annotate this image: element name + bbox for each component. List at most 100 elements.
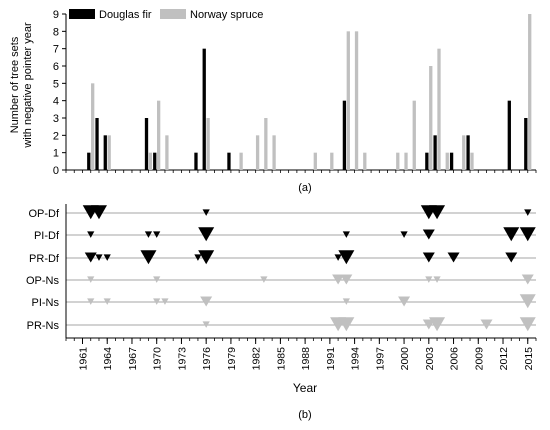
x-tick-label: 2000	[399, 347, 411, 371]
marker-pi-df-2000	[400, 231, 408, 238]
marker-pr-ns-2004	[429, 317, 446, 332]
bar-norway-spruce-1982	[255, 135, 260, 170]
marker-pi-ns-1976	[200, 296, 213, 307]
marker-op-ns-1992	[332, 274, 345, 285]
marker-pr-df-2013	[505, 252, 518, 263]
marker-op-ns-1993	[340, 274, 353, 285]
panel-a-bars	[87, 14, 532, 171]
marker-pr-ns-2010	[480, 319, 493, 330]
x-tick-label: 1961	[77, 347, 89, 371]
panel-b-rows: OP-Df PI-Df PR-Df OP-Ns PI-Ns PR-Ns	[26, 208, 536, 332]
row-label-pr-df: PR-Df	[29, 253, 60, 265]
legend-swatch-douglas-fir	[69, 9, 95, 19]
x-tick-label: 1964	[102, 347, 114, 371]
marker-pr-df-1976	[198, 250, 215, 265]
marker-pi-df-1976	[198, 227, 215, 242]
panel-b-label: (b)	[298, 409, 311, 421]
legend-label-douglas-fir: Douglas fir	[99, 9, 152, 21]
bar-norway-spruce-1999	[396, 152, 400, 170]
bar-norway-spruce-2015	[528, 14, 532, 170]
y-axis-label-line-1: Number of tree sets	[9, 36, 21, 133]
marker-pr-df-1963	[95, 254, 103, 261]
bar-norway-spruce-1984	[272, 135, 276, 170]
x-tick-label: 1994	[350, 347, 362, 371]
marker-pi-ns-1971	[161, 298, 169, 305]
x-tick-label: 1973	[176, 347, 188, 371]
bar-douglas-fir-2003	[425, 152, 429, 170]
marker-pr-ns-2015	[519, 317, 536, 332]
marker-op-ns-1962	[87, 276, 95, 283]
bar-norway-spruce-2005	[445, 152, 449, 170]
bar-douglas-fir-2015	[524, 118, 528, 170]
marker-op-df-1963	[90, 205, 107, 220]
bar-douglas-fir-1964	[103, 135, 107, 170]
bar-norway-spruce-2001	[412, 100, 416, 170]
y-tick-label: 9	[53, 9, 59, 21]
bar-norway-spruce-2004	[437, 48, 441, 170]
bar-norway-spruce-2008	[470, 152, 474, 170]
y-tick-label: 8	[53, 26, 59, 38]
row-label-op-ns: OP-Ns	[26, 275, 60, 287]
bar-norway-spruce-1980	[239, 152, 243, 170]
marker-pi-ns-2000	[398, 296, 411, 307]
legend: Douglas fir Norway spruce	[69, 9, 263, 21]
y-tick-label: 7	[53, 44, 59, 56]
marker-pr-df-2003	[422, 252, 435, 263]
bar-douglas-fir-1976	[202, 48, 206, 170]
bar-norway-spruce-1991	[330, 152, 334, 170]
bar-norway-spruce-2003	[429, 66, 433, 170]
legend-swatch-norway-spruce	[160, 9, 186, 19]
bar-douglas-fir-1979	[227, 152, 231, 170]
marker-op-ns-2003	[425, 276, 433, 283]
x-axis-label: Year	[293, 381, 317, 395]
bar-douglas-fir-1962	[87, 152, 91, 170]
marker-pr-df-1964	[103, 254, 111, 261]
bar-norway-spruce-1969	[148, 152, 153, 170]
x-tick-label: 1997	[374, 347, 386, 371]
bar-norway-spruce-1962	[91, 83, 95, 170]
row-label-op-df: OP-Df	[28, 208, 60, 220]
marker-pr-df-1975	[194, 254, 202, 261]
bar-douglas-fir-2006	[449, 152, 454, 170]
marker-op-ns-2015	[521, 274, 534, 285]
marker-pi-ns-1964	[103, 298, 111, 305]
x-tick-label: 2003	[424, 347, 436, 371]
x-tick-label: 1970	[152, 347, 164, 371]
panel-b-axes: 1961 1964 1967 1970 1973 1976 1979 1982 1985 1988…	[65, 204, 537, 371]
marker-pi-df-1962	[87, 231, 95, 238]
x-tick-label: 1991	[325, 347, 337, 371]
marker-pr-ns-1976	[202, 321, 210, 328]
bar-norway-spruce-1970	[157, 100, 161, 170]
marker-pi-df-1970	[153, 231, 161, 238]
bar-douglas-fir-1969	[144, 118, 149, 170]
marker-op-ns-2004	[433, 276, 441, 283]
y-tick-label: 5	[53, 78, 59, 90]
panel-a-axes: 0 1 2 3 4 5 6 7 8 9	[53, 9, 537, 177]
bar-norway-spruce-2000	[404, 152, 408, 170]
marker-pi-ns-1962	[87, 298, 95, 305]
x-tick-label: 2012	[498, 347, 510, 371]
marker-pr-df-1962	[84, 252, 97, 263]
y-tick-label: 4	[53, 96, 59, 108]
x-tick-label: 2015	[523, 347, 535, 371]
bar-norway-spruce-1995	[363, 152, 367, 170]
marker-pr-df-1969	[140, 250, 157, 265]
x-tick-label: 2009	[473, 347, 485, 371]
marker-op-df-2015	[524, 209, 532, 216]
marker-pi-df-1969	[144, 231, 153, 238]
bar-norway-spruce-1994	[354, 31, 359, 171]
x-tick-label: 1976	[201, 347, 213, 371]
marker-pi-ns-1970	[153, 298, 161, 305]
bar-norway-spruce-1971	[165, 135, 169, 170]
x-tick-label: 2006	[449, 347, 461, 371]
marker-pi-df-2015	[519, 227, 536, 242]
bar-douglas-fir-1975	[194, 152, 198, 170]
x-tick-label: 1982	[251, 347, 263, 371]
bar-norway-spruce-1976	[206, 118, 210, 170]
panel-a-bar-chart: 0 1 2 3 4 5 6 7 8 9 Douglas fir Norway spruce Num…	[9, 9, 537, 194]
marker-op-ns-1983	[260, 276, 268, 283]
marker-pr-ns-1993	[338, 317, 355, 332]
